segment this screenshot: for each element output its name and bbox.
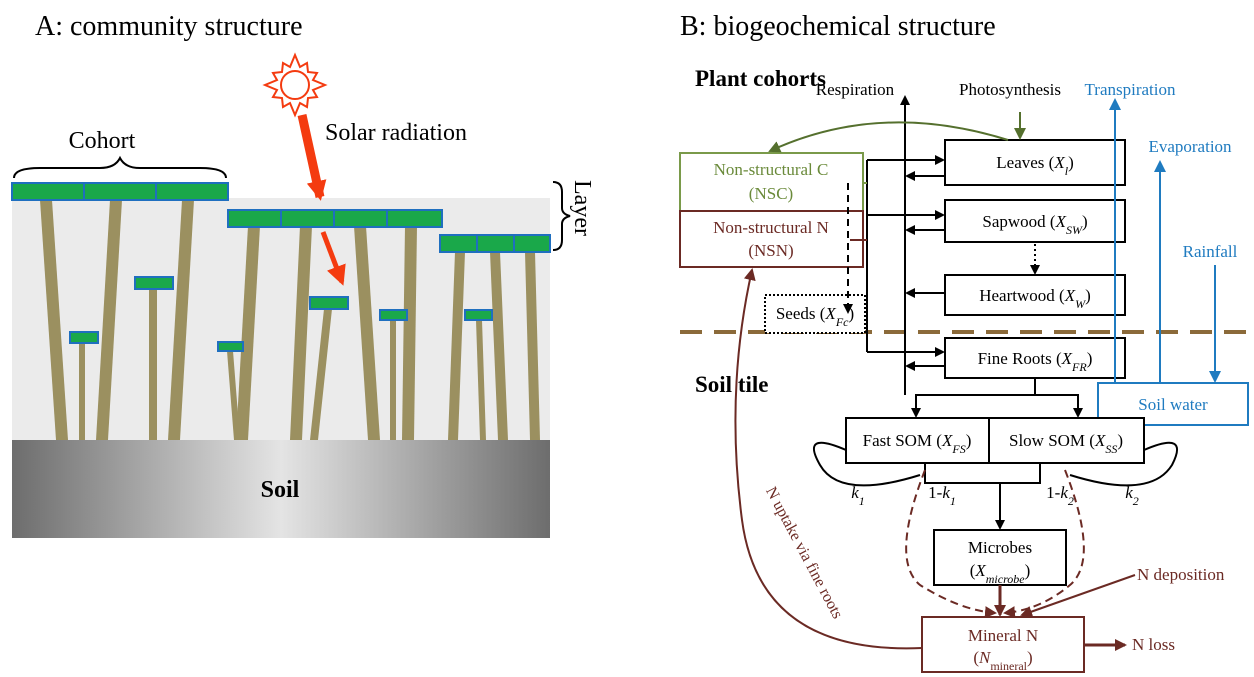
cohort-brace	[14, 158, 226, 178]
text-part: X	[1064, 286, 1076, 305]
text-part: )	[966, 431, 972, 450]
text-part: FS	[951, 442, 965, 456]
layer-brace	[553, 182, 570, 250]
diagram: A: community structure Cohort Solar radiat…	[0, 0, 1254, 677]
text-part: X	[974, 561, 986, 580]
pool-label: (NSN)	[748, 241, 793, 260]
rate-label: k1	[851, 483, 865, 508]
solar-arrow	[302, 115, 320, 197]
text-part: mineral	[990, 659, 1027, 673]
section-label: Plant cohorts	[695, 66, 826, 91]
text-part: 1	[859, 494, 865, 508]
flux-label: Evaporation	[1148, 137, 1232, 156]
text-part: Fast SOM (	[863, 431, 943, 450]
text-part: SW	[1066, 223, 1083, 237]
text-part: 2	[1068, 494, 1074, 508]
text-part: )	[848, 304, 854, 323]
pool-label: Microbes	[968, 538, 1032, 557]
pool-label: (NSC)	[749, 184, 793, 203]
text-part: Fine Roots (	[978, 349, 1062, 368]
text-part: )	[1025, 561, 1031, 580]
text-part: X	[1094, 431, 1106, 450]
text-part: 1-	[928, 483, 943, 502]
text-part: Seeds (	[776, 304, 826, 323]
text-part: X	[941, 431, 953, 450]
page: {"panel_a":{"title":"A: community struct…	[0, 0, 1254, 677]
text-part: 2	[1133, 494, 1139, 508]
text-part: )	[1085, 286, 1091, 305]
section-label: Soil tile	[695, 372, 768, 397]
solar-label: Solar radiation	[325, 120, 467, 146]
text-part: )	[1087, 349, 1093, 368]
flux-label: Photosynthesis	[959, 80, 1061, 99]
panel-title: B: biogeochemical structure	[680, 11, 996, 42]
body: A: community structure Cohort Solar radiat…	[0, 0, 1254, 677]
text-part: X	[1053, 153, 1065, 172]
flux-label: Transpiration	[1085, 80, 1176, 99]
flux-label: Respiration	[816, 80, 895, 99]
text-part: X	[1061, 349, 1073, 368]
text-part: X	[824, 304, 836, 323]
panel-title: A: community structure	[35, 11, 303, 42]
flux-label: Rainfall	[1183, 242, 1238, 261]
sun	[265, 55, 325, 115]
text-part: Sapwood (	[982, 212, 1056, 231]
pool-label: Mineral N	[968, 626, 1038, 645]
layer-label: Layer	[569, 180, 595, 236]
flux-label: N loss	[1132, 635, 1175, 654]
text-part: 1-	[1046, 483, 1061, 502]
text-part: Fc	[835, 315, 849, 329]
soil-label: Soil	[261, 477, 300, 503]
text-part: X	[1055, 212, 1067, 231]
text-part: microbe	[986, 572, 1026, 586]
text-part: SS	[1105, 442, 1117, 456]
text-part: )	[1117, 431, 1123, 450]
rate-label: 1-k1	[928, 483, 956, 508]
text-part: FR	[1071, 360, 1087, 374]
pool-label: Non-structural N	[713, 218, 829, 237]
cohort-label: Cohort	[69, 128, 136, 154]
rate-label: 1-k2	[1046, 483, 1074, 508]
pool-label: Soil water	[1138, 395, 1208, 414]
text-part: )	[1027, 648, 1033, 667]
text-part: Leaves (	[996, 153, 1054, 172]
text-part: Heartwood (	[979, 286, 1065, 305]
text-part: Slow SOM (	[1009, 431, 1095, 450]
pool-label: Non-structural C	[714, 160, 829, 179]
text-part: )	[1082, 212, 1088, 231]
flux-label: N deposition	[1137, 565, 1225, 584]
text-part: )	[1068, 153, 1074, 172]
text-part: 1	[950, 494, 956, 508]
rate-label: k2	[1125, 483, 1139, 508]
